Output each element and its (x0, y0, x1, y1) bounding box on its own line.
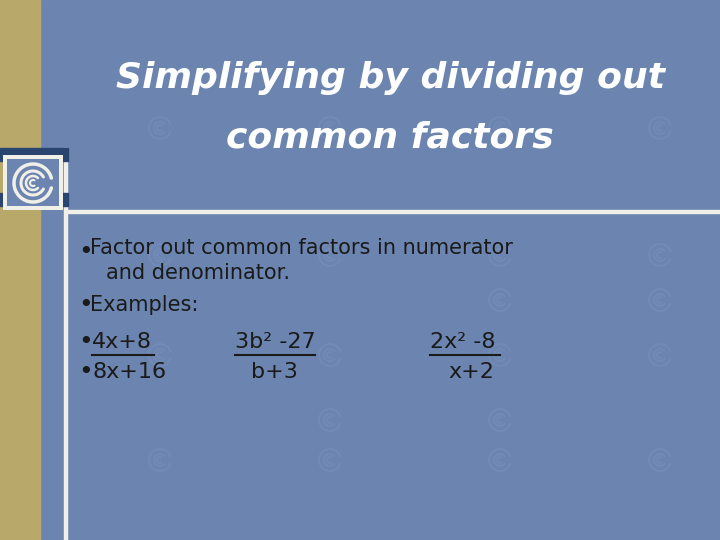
Text: Simplifying by dividing out: Simplifying by dividing out (115, 61, 665, 95)
Text: 8x+16: 8x+16 (92, 362, 166, 382)
Text: Factor out common factors in numerator: Factor out common factors in numerator (90, 238, 513, 258)
Bar (0, 0, 40, 540)
Bar (0, 148, 68, 161)
Text: x+2: x+2 (448, 362, 494, 382)
Bar (64, 148, 67, 540)
Bar (65, 210, 720, 213)
Text: •: • (78, 330, 93, 354)
Bar (0, 193, 68, 206)
Text: •: • (78, 240, 93, 264)
Bar (3, 155, 63, 210)
Bar (7, 159, 59, 206)
Text: •: • (78, 360, 93, 384)
Text: Examples:: Examples: (90, 295, 199, 315)
Text: 4x+8: 4x+8 (92, 332, 152, 352)
Text: 2x² -8: 2x² -8 (430, 332, 495, 352)
Text: b+3: b+3 (251, 362, 298, 382)
Text: •: • (78, 293, 93, 317)
Text: and denominator.: and denominator. (106, 263, 290, 283)
Text: 3b² -27: 3b² -27 (235, 332, 315, 352)
Text: common factors: common factors (226, 121, 554, 155)
